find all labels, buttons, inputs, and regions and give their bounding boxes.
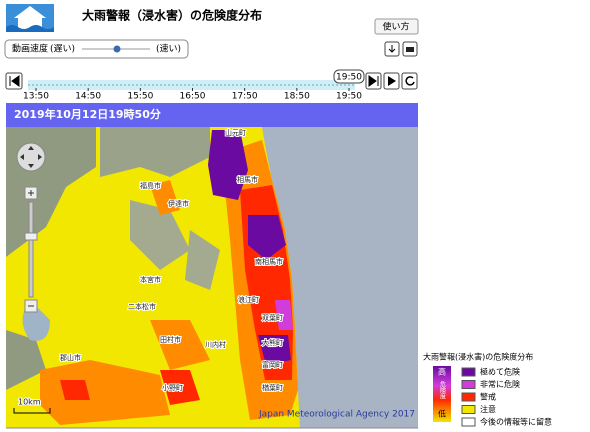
speed-knob[interactable]	[113, 45, 121, 53]
current-time: 19:50	[336, 73, 362, 83]
timeline-tick-label: 15:50	[127, 92, 153, 102]
legend-label: 注意	[480, 404, 496, 414]
place: 山元町	[225, 128, 246, 137]
place: 郡山市	[60, 353, 81, 362]
zoom-controls	[16, 142, 46, 313]
scale-label: 10km	[18, 398, 41, 407]
place: 福島市	[140, 181, 161, 190]
date-banner	[6, 103, 418, 127]
speed-label: 動画速度	[12, 43, 48, 55]
credit: Japan Meteorological Agency 2017	[258, 410, 415, 420]
map[interactable]	[6, 127, 418, 429]
timeline-tick-label: 17:50	[232, 92, 258, 102]
place: 楢葉町	[262, 383, 283, 392]
legend-swatch	[461, 417, 476, 427]
speed-fast: (速い)	[156, 44, 181, 55]
legend-title: 大雨警報(浸水害)の危険度分布	[423, 352, 533, 362]
place: 浪江町	[238, 295, 259, 304]
legend-label: 非常に危険	[480, 379, 520, 389]
place: 南相馬市	[255, 257, 283, 266]
speed-slow: (遅い)	[50, 44, 75, 55]
place: 伊達市	[168, 199, 189, 208]
legend-swatch	[461, 380, 476, 389]
timeline-tick-label: 13:50	[23, 92, 49, 102]
scale-bar	[13, 408, 51, 414]
legend-scale	[433, 366, 451, 422]
place: 二本松市	[128, 302, 156, 311]
pan-control[interactable]	[16, 142, 46, 172]
place: 小野町	[162, 383, 183, 392]
zoom-slider[interactable]	[28, 201, 34, 298]
place: 川内村	[205, 340, 226, 349]
current-time-bubble	[333, 69, 365, 84]
legend-label: 極めて危険	[480, 367, 520, 377]
place: 田村市	[160, 335, 181, 344]
timeline-tick-label: 16:50	[180, 92, 206, 102]
place: 双葉町	[262, 313, 283, 322]
place: 本宮市	[140, 275, 161, 284]
legend-label: 今後の情報等に留意	[480, 417, 552, 427]
place: 富岡町	[262, 360, 283, 369]
page-title: 大雨警報（浸水害）の危険度分布	[82, 8, 262, 23]
map-labels: 福島市 伊達市 相馬市 南相馬市 二本松市 郡山市 浪江町 双葉町 大熊町 富岡…	[59, 127, 284, 393]
timeline-tick-label: 14:50	[75, 92, 101, 102]
reload-button[interactable]	[401, 72, 418, 90]
timeline-tick-label: 19:50	[336, 92, 362, 102]
logo	[6, 4, 54, 32]
legend-swatch	[461, 367, 476, 377]
timeline-tick-label: 18:50	[284, 92, 310, 102]
legend: 大雨警報(浸水害)の危険度分布 高 危険度 低 極めて危険非常に危険警戒注意今後…	[423, 352, 552, 427]
legend-low: 低	[438, 409, 446, 419]
help-label: 使い方	[382, 21, 409, 33]
place: 大熊町	[262, 338, 283, 347]
legend-mid: 危険度	[439, 380, 446, 400]
legend-high: 高	[438, 367, 446, 377]
date-text: 2019年10月12日19時50分	[14, 107, 161, 121]
place: 相馬市	[237, 175, 258, 184]
legend-swatch	[461, 392, 476, 402]
header	[0, 0, 420, 36]
legend-swatch	[461, 405, 476, 414]
help-button[interactable]	[374, 18, 419, 35]
timeline-track[interactable]	[28, 80, 355, 90]
legend-label: 警戒	[480, 392, 496, 402]
